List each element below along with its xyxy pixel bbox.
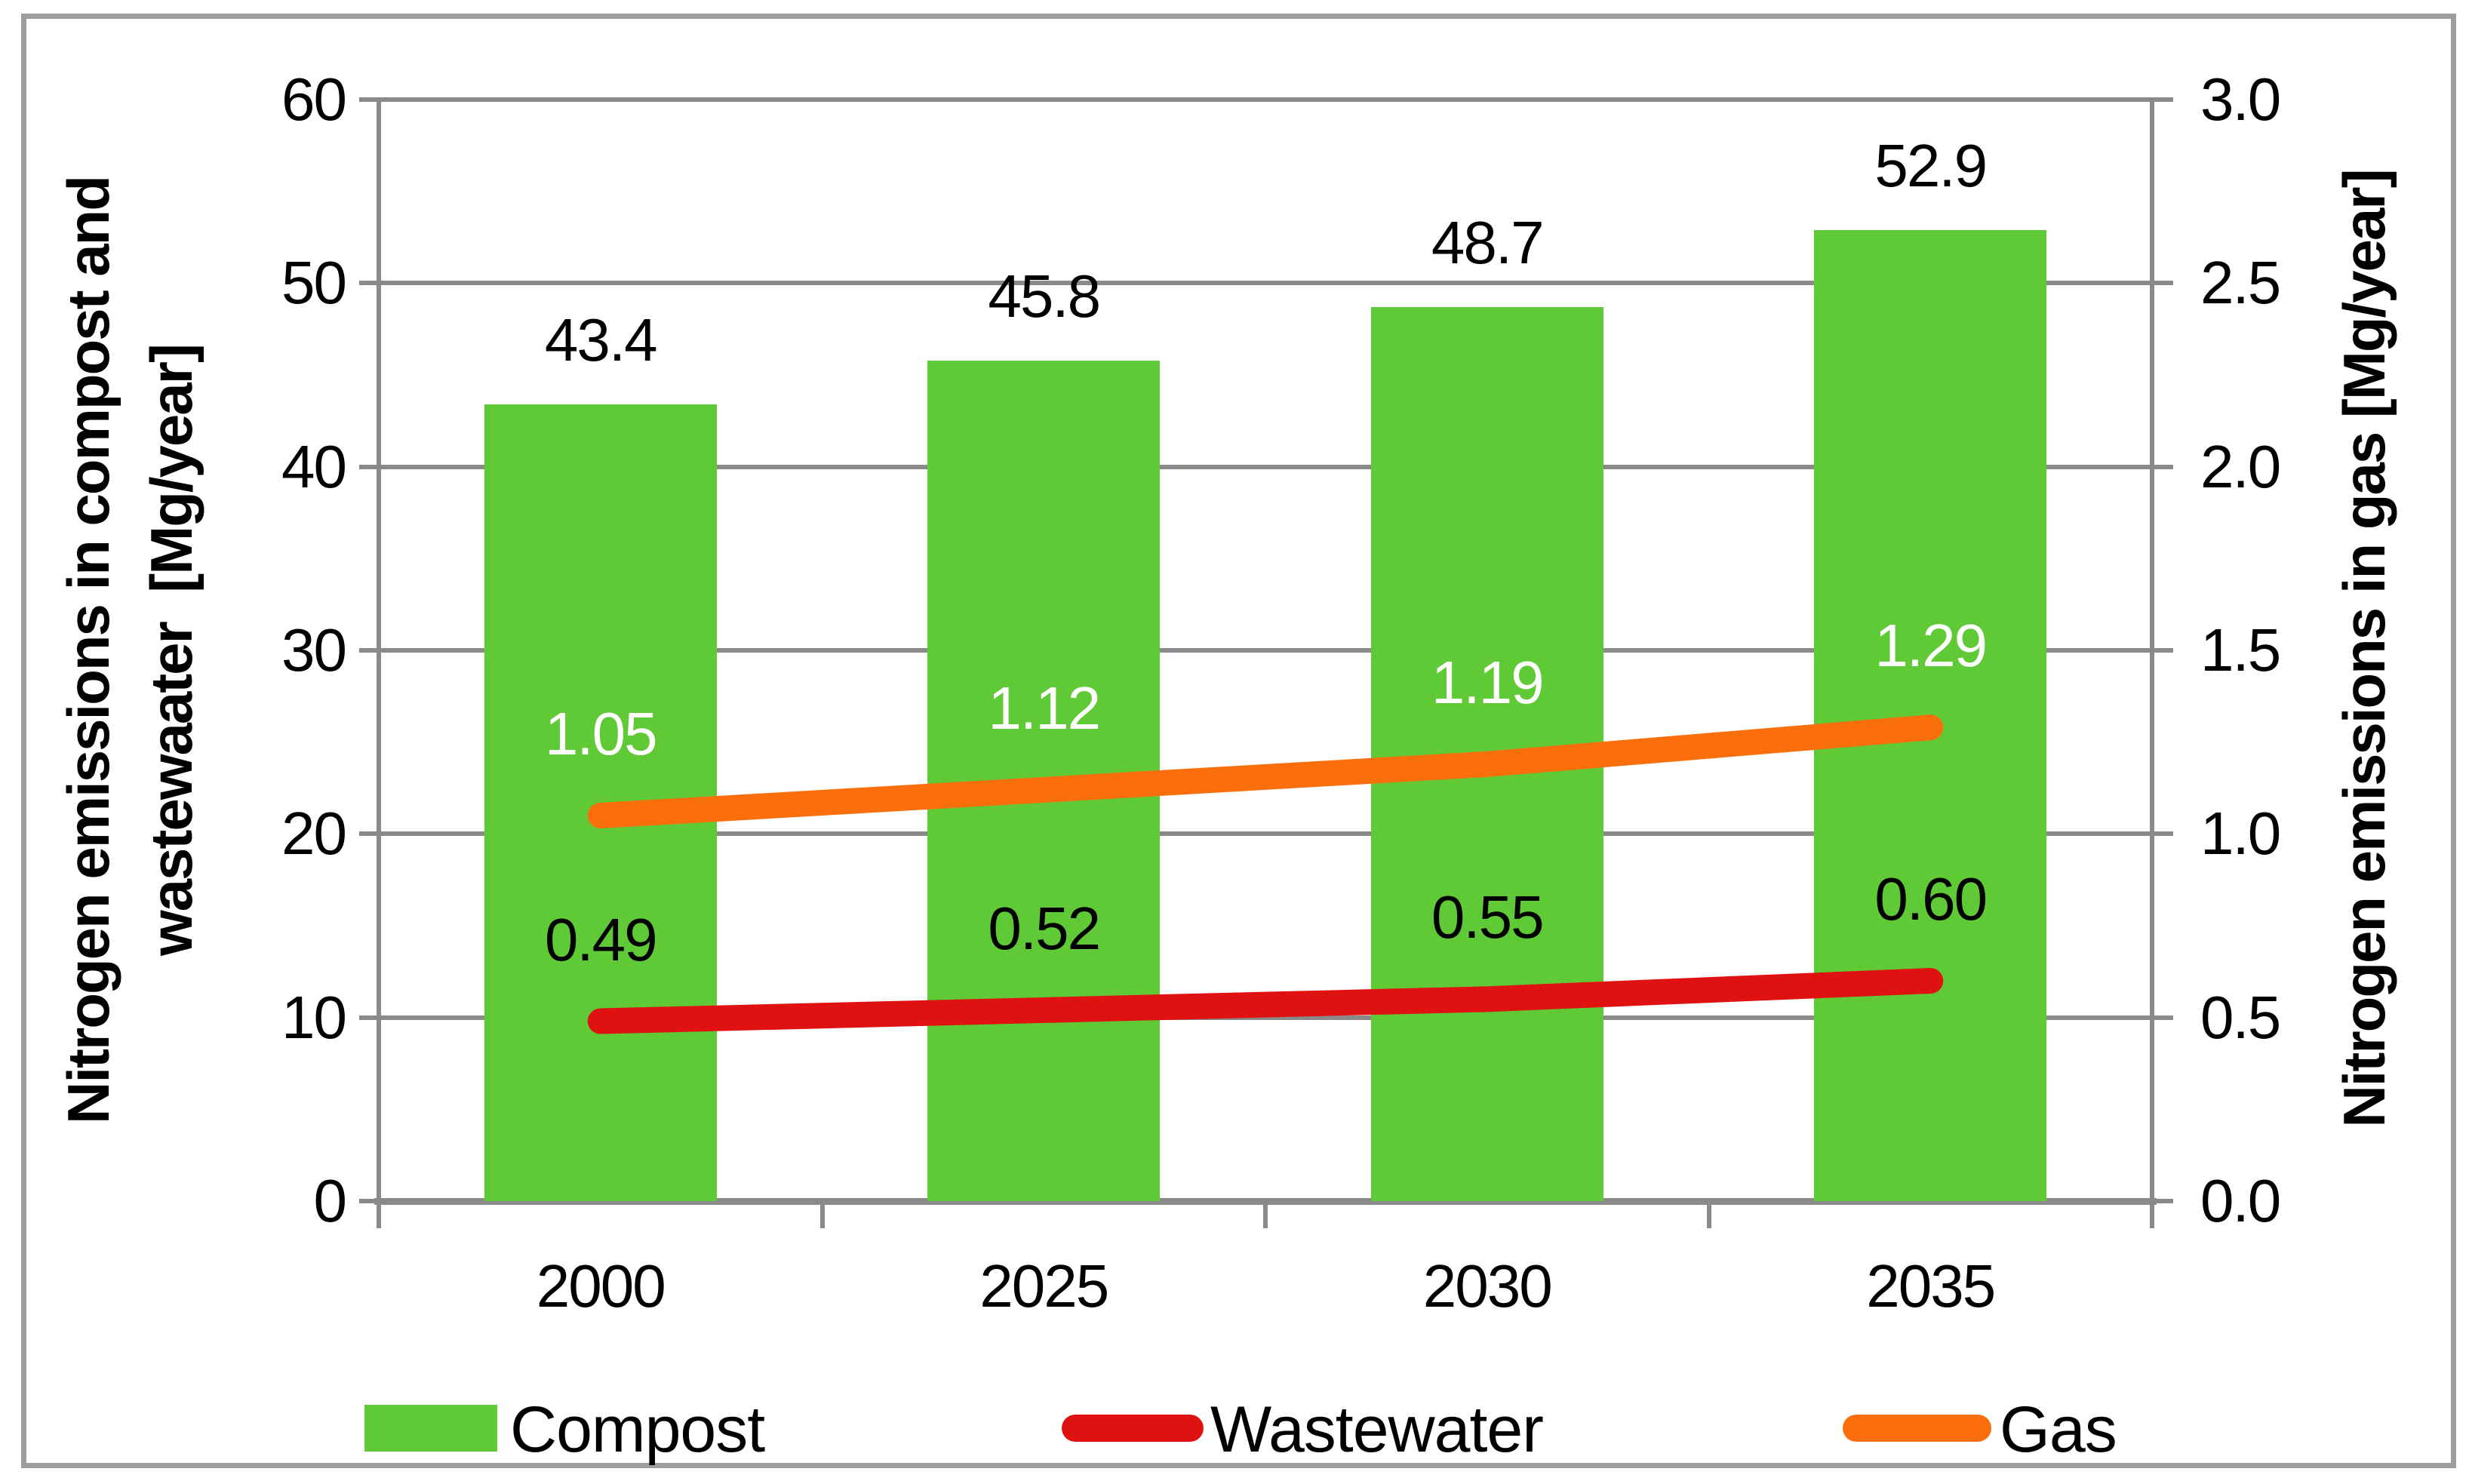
left-axis-tick (359, 648, 379, 653)
left-axis-tick (359, 831, 379, 837)
bar-value-label: 48.7 (1431, 208, 1545, 276)
line-value-label-gas: 1.29 (1874, 612, 1988, 680)
legend-label-gas: Gas (2000, 1393, 2117, 1466)
gridline (379, 97, 2152, 102)
left-axis-tick-label: 50 (281, 249, 347, 317)
x-axis-category-label: 2030 (1422, 1252, 1553, 1320)
line-value-label-wastewater: 0.60 (1874, 865, 1988, 932)
right-axis-tick-label: 2.0 (2200, 432, 2281, 500)
bar-value-label: 43.4 (544, 306, 658, 373)
right-axis-tick (2152, 97, 2173, 102)
plot-area: 43.4 45.8 48.7 52.9 0.49 0.52 0.55 0.60 1.05 1.12… (374, 97, 2157, 1205)
left-axis-tick-label: 0 (313, 1167, 348, 1234)
legend-swatch-compost (364, 1405, 497, 1452)
legend-label-wastewater: Wastewater (1210, 1393, 1544, 1466)
line-value-label-wastewater: 0.52 (988, 894, 1101, 962)
right-axis-tick-label: 2.5 (2200, 249, 2281, 317)
line-value-label-wastewater: 0.55 (1431, 883, 1545, 951)
left-axis-tick-label: 10 (281, 983, 347, 1051)
right-axis-tick-label: 0.5 (2200, 983, 2281, 1051)
right-axis-tick-label: 1.0 (2200, 800, 2281, 868)
gridline (379, 464, 2152, 469)
gridline (379, 648, 2152, 653)
line-wastewater (587, 968, 1944, 1034)
legend-label-compost: Compost (510, 1393, 765, 1466)
x-axis-category-label: 2035 (1866, 1252, 1996, 1320)
gridline (379, 281, 2152, 286)
bar-value-label: 52.9 (1874, 131, 1988, 199)
left-axis-tick-label: 40 (281, 432, 347, 500)
x-axis-category-label: 2025 (979, 1252, 1109, 1320)
right-axis-tick (2152, 1199, 2173, 1203)
right-axis-tick (2152, 1015, 2173, 1020)
gridline (379, 831, 2152, 837)
line-gas (587, 714, 1944, 828)
legend-swatch-wastewater (1062, 1415, 1204, 1442)
right-axis-tick-label: 1.5 (2200, 616, 2281, 684)
line-value-label-gas: 1.12 (988, 674, 1101, 742)
line-value-label-gas: 1.05 (544, 700, 658, 767)
right-axis-tick (2152, 831, 2173, 837)
left-axis-tick (359, 464, 379, 469)
left-axis-tick (359, 281, 379, 286)
x-axis-category-label: 2000 (536, 1252, 666, 1320)
x-axis-tick (819, 1201, 825, 1228)
bar-value-label: 45.8 (988, 262, 1101, 330)
left-axis-tick-label: 20 (281, 800, 347, 868)
right-axis-tick-label: 0.0 (2200, 1167, 2281, 1234)
left-axis-tick (359, 1015, 379, 1020)
legend-swatch-gas (1843, 1415, 1991, 1442)
left-axis-line (377, 100, 381, 1201)
x-axis-tick (377, 1201, 381, 1228)
x-axis-tick (1706, 1201, 1711, 1228)
left-axis-tick-label: 30 (281, 616, 347, 684)
left-axis-tick-label: 60 (281, 66, 347, 133)
line-series-layer (587, 714, 1944, 1034)
chart-outer-border (21, 14, 2456, 1468)
right-axis-tick (2152, 648, 2173, 653)
left-axis-tick (359, 1199, 379, 1203)
line-value-label-gas: 1.19 (1431, 648, 1545, 716)
line-value-label-wastewater: 0.49 (544, 905, 658, 973)
right-axis-tick (2152, 464, 2173, 469)
x-axis-tick (2150, 1201, 2154, 1228)
right-axis-tick (2152, 281, 2173, 286)
x-axis-tick (1263, 1201, 1268, 1228)
left-axis-title: Nitrogen emissions in compost and wastew… (55, 177, 204, 1124)
right-axis-tick-label: 3.0 (2200, 66, 2281, 133)
gridline (379, 1015, 2152, 1020)
left-axis-tick (359, 97, 379, 102)
